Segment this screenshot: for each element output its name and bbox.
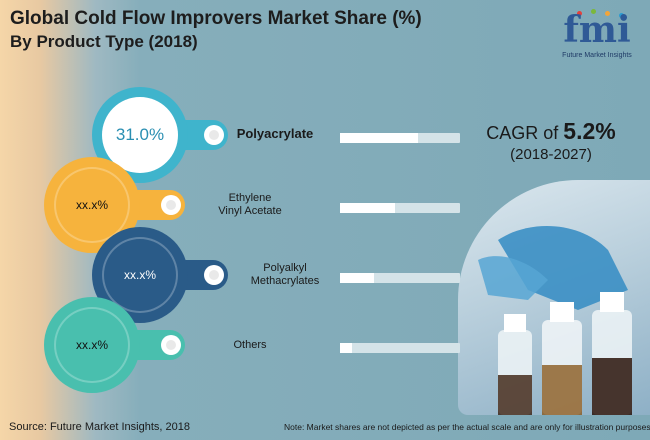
logo-tagline: Future Market Insights xyxy=(562,52,632,59)
lab-bottles-illustration xyxy=(478,226,632,415)
note-text: Note: Market shares are not depicted as … xyxy=(284,422,650,432)
bar-fill xyxy=(340,273,374,283)
logo-mark: fmi xyxy=(563,9,631,51)
fmi-logo[interactable]: fmi Future Market Insights xyxy=(553,9,641,66)
bar-fill xyxy=(340,343,352,353)
category-label: Ethylene Vinyl Acetate xyxy=(218,192,282,217)
lab-bottles-photo xyxy=(458,180,650,415)
cagr-period: (2018-2027) xyxy=(510,146,592,163)
logo-dot xyxy=(619,13,624,18)
category-label: Others xyxy=(233,338,267,351)
cagr-value: 5.2% xyxy=(563,118,616,144)
logo-dot xyxy=(577,11,582,16)
category-label: Polyacrylate xyxy=(236,126,314,141)
bar-fill xyxy=(340,203,395,213)
chart-title: Global Cold Flow Improvers Market Share … xyxy=(10,8,422,29)
item-knob xyxy=(204,125,224,145)
bar-track xyxy=(340,273,460,283)
cagr-text: CAGR of 5.2% xyxy=(486,118,616,145)
source-text: Source: Future Market Insights, 2018 xyxy=(9,421,190,433)
value-label: 31.0% xyxy=(102,97,178,173)
chart-subtitle: By Product Type (2018) xyxy=(10,32,198,51)
value-label: xx.x% xyxy=(54,167,130,243)
category-label: Polyalkyl Methacrylates xyxy=(250,262,320,287)
cagr-prefix: CAGR of xyxy=(486,123,559,143)
item-circle: xx.x% xyxy=(44,297,140,393)
logo-dot xyxy=(591,9,596,14)
value-label: xx.x% xyxy=(102,237,178,313)
bar-track xyxy=(340,203,460,213)
value-label: xx.x% xyxy=(54,307,130,383)
item-knob xyxy=(161,195,181,215)
item-knob xyxy=(204,265,224,285)
bar-fill xyxy=(340,133,418,143)
item-knob xyxy=(161,335,181,355)
bar-track xyxy=(340,343,460,353)
bar-track xyxy=(340,133,460,143)
item-circle: xx.x% xyxy=(92,227,188,323)
logo-dot xyxy=(605,11,610,16)
